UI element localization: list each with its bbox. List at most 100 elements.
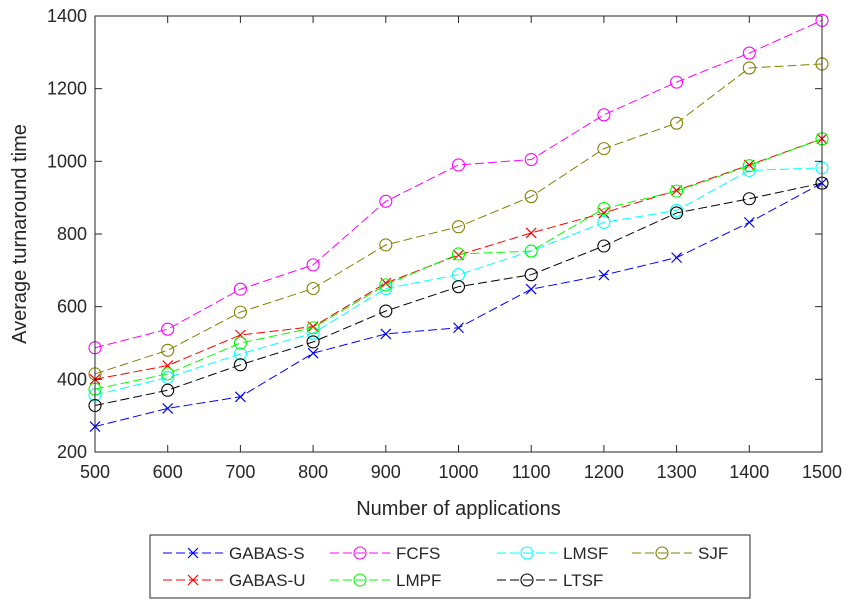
data-point-lmpf <box>306 321 320 335</box>
x-tick-label: 1400 <box>729 462 769 482</box>
data-point-ltsf <box>742 192 756 206</box>
y-tick-label: 800 <box>57 224 87 244</box>
series-lmsf <box>88 161 829 402</box>
series-lmpf <box>88 132 829 396</box>
data-point-ltsf <box>306 335 320 349</box>
data-point-sjf <box>670 116 684 130</box>
series-sjf <box>88 57 829 381</box>
data-point-gabas-u <box>743 159 755 171</box>
legend-item-ltsf: LTSF <box>497 571 603 590</box>
x-tick-label: 1000 <box>438 462 478 482</box>
y-tick-label: 600 <box>57 297 87 317</box>
data-point-gabas-s <box>525 283 537 295</box>
data-point-lmsf <box>233 347 247 361</box>
series-line-lmpf <box>94 138 823 390</box>
data-point-gabas-s <box>453 322 464 334</box>
legend-label: GABAS-S <box>229 544 305 563</box>
plot-area-frame <box>94 15 823 453</box>
series-line-ltsf <box>94 182 823 406</box>
x-tick-label: 1100 <box>512 462 551 482</box>
data-point-ltsf <box>597 239 611 253</box>
data-point-fcfs <box>306 258 320 272</box>
data-point-fcfs <box>524 152 538 167</box>
legend-label: LTSF <box>563 571 603 590</box>
series-gabas-s <box>89 177 828 432</box>
data-point-sjf <box>524 190 538 204</box>
legend-swatch-marker <box>187 574 199 586</box>
data-point-lmpf <box>451 247 466 261</box>
data-point-sjf <box>597 142 611 156</box>
data-point-lmpf <box>233 336 247 350</box>
data-point-lmpf <box>161 367 175 381</box>
legend: GABAS-S FCFS LMSF SJF GABAS-U LMPF LTSF <box>149 534 751 599</box>
data-point-sjf <box>742 61 756 75</box>
legend-label: LMSF <box>563 544 608 563</box>
data-point-ltsf <box>161 383 175 397</box>
x-tick-label: 500 <box>80 462 110 482</box>
series-line-lmsf <box>94 167 823 396</box>
data-point-ltsf <box>451 280 466 294</box>
data-point-gabas-s <box>234 391 246 403</box>
series-ltsf <box>88 176 829 413</box>
data-point-ltsf <box>233 358 247 372</box>
x-tick-label: 900 <box>371 462 401 482</box>
data-point-gabas-u <box>598 207 610 219</box>
data-point-lmpf <box>597 202 611 216</box>
x-axis-label: Number of applications <box>356 498 561 520</box>
data-point-ltsf <box>670 206 684 220</box>
data-point-ltsf <box>379 304 393 318</box>
data-point-gabas-s <box>598 269 610 281</box>
data-point-ltsf <box>524 268 538 282</box>
data-point-fcfs <box>670 75 684 89</box>
legend-item-gabas-s: GABAS-S <box>163 544 305 563</box>
legend-swatch-marker <box>353 546 367 560</box>
data-point-lmsf <box>597 215 611 229</box>
data-point-lmsf <box>161 370 175 385</box>
data-point-lmsf <box>451 268 466 282</box>
data-point-lmpf <box>524 244 538 258</box>
y-axis-label: Average turnaround time <box>9 124 31 344</box>
data-point-gabas-s <box>380 328 392 340</box>
legend-label: FCFS <box>396 544 440 563</box>
legend-swatch-marker <box>520 546 534 560</box>
series-line-fcfs <box>94 19 823 349</box>
legend-item-lmsf: LMSF <box>497 544 608 563</box>
data-point-gabas-s <box>162 402 174 414</box>
series-fcfs <box>88 13 829 355</box>
legend-swatch-marker <box>187 547 199 559</box>
data-point-sjf <box>161 343 175 357</box>
legend-item-fcfs: FCFS <box>330 544 440 563</box>
legend-label: LMPF <box>396 571 441 590</box>
legend-item-lmpf: LMPF <box>330 571 441 590</box>
y-tick-label: 1200 <box>47 79 87 99</box>
series-line-gabas-u <box>94 138 823 380</box>
y-tick-label: 1000 <box>47 151 87 171</box>
data-point-gabas-s <box>671 252 683 264</box>
data-point-sjf <box>306 281 320 296</box>
data-point-fcfs <box>742 46 756 60</box>
legend-item-sjf: SJF <box>632 544 728 563</box>
legend-item-gabas-u: GABAS-U <box>163 571 306 590</box>
x-tick-label: 1200 <box>584 462 624 482</box>
x-tick-label: 1300 <box>657 462 697 482</box>
data-point-gabas-u <box>525 227 537 239</box>
data-point-fcfs <box>451 158 466 172</box>
legend-swatch-marker <box>655 546 669 560</box>
y-tick-label: 200 <box>57 442 87 462</box>
y-tick-label: 400 <box>57 369 87 389</box>
x-axis: 500 600 700 800 900 1000 1100 1200 1300 1400 1500 <box>80 16 842 482</box>
legend-swatch-marker <box>520 573 534 587</box>
data-point-sjf <box>379 238 393 252</box>
x-tick-label: 600 <box>153 462 183 482</box>
data-point-gabas-s <box>307 347 319 359</box>
y-tick-label: 1400 <box>47 6 87 26</box>
y-axis: 200 400 600 800 1000 1200 1400 <box>47 6 822 462</box>
x-tick-label: 700 <box>225 462 255 482</box>
data-point-sjf <box>233 305 247 319</box>
data-point-lmpf <box>670 184 684 198</box>
data-point-fcfs <box>597 108 611 122</box>
data-point-gabas-s <box>743 216 755 228</box>
data-point-fcfs <box>233 282 247 296</box>
legend-label: GABAS-U <box>229 571 306 590</box>
